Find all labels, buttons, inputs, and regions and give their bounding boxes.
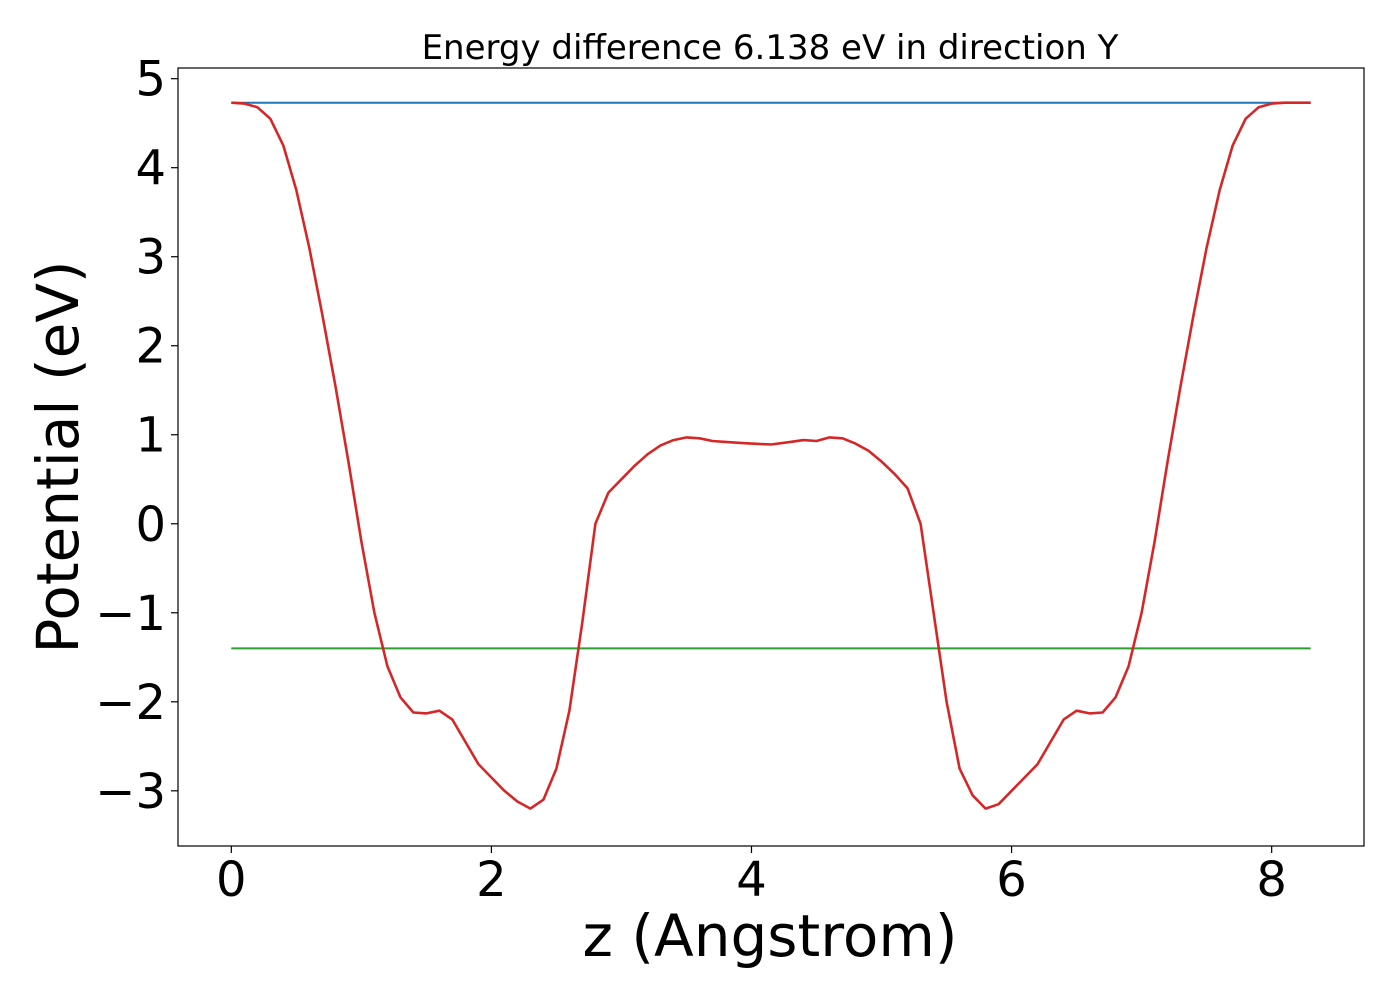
chart-title: Energy difference 6.138 eV in direction … bbox=[422, 28, 1119, 68]
y-tick-label: −2 bbox=[95, 675, 166, 731]
y-tick-label: −3 bbox=[95, 764, 166, 820]
x-tick-label: 6 bbox=[996, 852, 1027, 908]
y-axis-ticks: −3 −2 −1 0 1 2 3 4 5 bbox=[95, 52, 178, 820]
series-line-3 bbox=[231, 101, 1311, 810]
x-axis-ticks: 0 2 4 6 8 bbox=[216, 846, 1287, 908]
y-tick-label: 0 bbox=[135, 497, 166, 553]
x-tick-label: 4 bbox=[736, 852, 767, 908]
y-tick-label: −1 bbox=[95, 586, 166, 642]
y-tick-label: 3 bbox=[135, 230, 166, 286]
plot-area-frame bbox=[177, 67, 1365, 847]
x-tick-label: 8 bbox=[1256, 852, 1287, 908]
y-tick-label: 2 bbox=[135, 319, 166, 375]
x-tick-label: 0 bbox=[216, 852, 247, 908]
y-axis-label: Potential (eV) bbox=[24, 260, 92, 653]
series-layer bbox=[231, 101, 1311, 810]
y-tick-label: 5 bbox=[135, 52, 166, 108]
x-tick-label: 2 bbox=[476, 852, 507, 908]
y-tick-label: 4 bbox=[135, 141, 166, 197]
y-tick-label: 1 bbox=[135, 408, 166, 464]
x-axis-label: z (Angstrom) bbox=[583, 902, 958, 970]
